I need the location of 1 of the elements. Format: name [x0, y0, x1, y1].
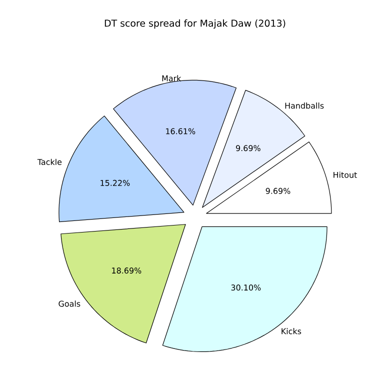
chart-title: DT score spread for Majak Daw (2013) — [104, 19, 286, 29]
